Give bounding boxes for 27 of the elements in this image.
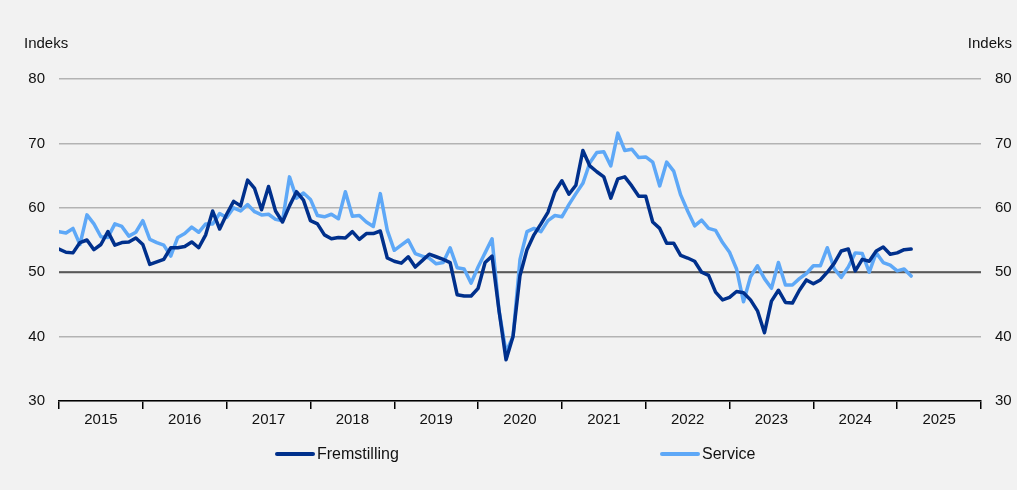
x-tick-label: 2025 [922, 410, 956, 428]
y-tick-label: 50 [28, 262, 45, 280]
x-tick-label: 2023 [754, 410, 789, 428]
y-tick-label: 40 [28, 326, 45, 344]
y2-tick-label: 60 [995, 197, 1012, 215]
x-tick-label: 2020 [503, 410, 537, 428]
x-tick-label: 2021 [587, 410, 621, 428]
x-tick-label: 2022 [670, 410, 705, 428]
y-tick-label: 70 [28, 133, 45, 151]
legend-label: Fremstilling [317, 445, 399, 463]
y2-tick-label: 50 [995, 262, 1012, 280]
x-tick-label: 2019 [419, 410, 453, 428]
x-tick-label: 2017 [251, 410, 286, 428]
y2-tick-label: 80 [995, 69, 1012, 87]
y2-tick-label: 40 [995, 326, 1012, 344]
x-tick-label: 2024 [838, 410, 872, 428]
y2-axis-title: Indeks [967, 34, 1012, 51]
y2-tick-label: 30 [995, 391, 1012, 409]
x-tick-label: 2015 [84, 410, 118, 428]
y-tick-label: 80 [28, 69, 45, 87]
legend-label: Service [702, 445, 756, 463]
y-tick-label: 30 [28, 391, 45, 409]
y-tick-label: 60 [28, 197, 45, 215]
x-tick-label: 2018 [335, 410, 370, 428]
y2-tick-label: 70 [995, 133, 1012, 151]
y-axis-title: Indeks [24, 34, 69, 51]
x-tick-label: 2016 [168, 410, 202, 428]
